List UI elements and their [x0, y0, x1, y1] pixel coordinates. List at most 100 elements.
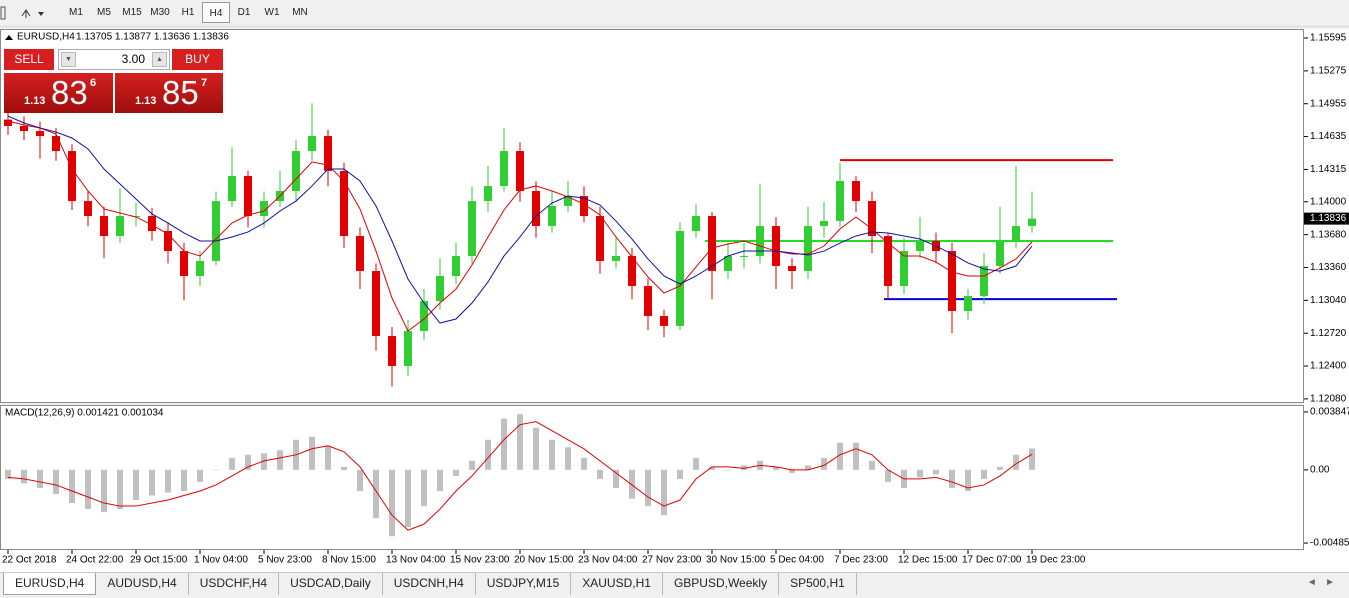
- chart-tab[interactable]: XAUUSD,H1: [571, 573, 663, 595]
- macd-bar: [373, 469, 379, 519]
- candle-body: [676, 231, 684, 326]
- macd-bar: [837, 442, 843, 470]
- period-button[interactable]: H1: [181, 7, 195, 18]
- time-axis: [0, 550, 1349, 572]
- candle-body: [212, 201, 220, 262]
- macd-plot: [0, 405, 1304, 550]
- period-button[interactable]: M1: [69, 7, 83, 18]
- period-button[interactable]: D1: [237, 7, 251, 18]
- period-buttons: M1 M5 M15 M30 H1 H4 D1 W1 MN: [62, 2, 314, 23]
- candle-body: [580, 196, 588, 217]
- candle-body: [564, 196, 572, 206]
- macd-bar: [661, 469, 667, 516]
- lot-input[interactable]: ▼ 3.00 ▲: [58, 49, 170, 70]
- x-tick-label: 1 Nov 04:00: [194, 555, 248, 566]
- period-button[interactable]: MN: [292, 7, 308, 18]
- y-tick-label: 1.13360: [1310, 262, 1347, 273]
- sell-button[interactable]: SELL: [4, 49, 54, 70]
- candle-body: [340, 170, 348, 237]
- chart-tab[interactable]: USDCNH,H4: [383, 573, 476, 595]
- candle-body: [388, 336, 396, 367]
- macd-bar: [501, 418, 507, 470]
- x-tick-label: 22 Oct 2018: [2, 555, 57, 566]
- macd-bar: [933, 469, 939, 475]
- macd-bar: [805, 465, 811, 470]
- macd-bar: [165, 469, 171, 493]
- ask-fraction: 7: [201, 77, 208, 89]
- period-button[interactable]: M5: [97, 7, 111, 18]
- macd-bar: [437, 469, 443, 491]
- macd-bar: [645, 469, 651, 507]
- chart-tab[interactable]: USDJPY,M15: [476, 573, 572, 595]
- y-tick-label: 1.14315: [1310, 164, 1347, 175]
- y-tick-label: 1.12080: [1310, 394, 1347, 405]
- candle-body: [20, 125, 28, 132]
- y-tick-label: 1.13040: [1310, 295, 1347, 306]
- lot-down[interactable]: ▼: [61, 52, 76, 67]
- macd-bar: [5, 469, 11, 479]
- chart-tab[interactable]: SP500,H1: [779, 573, 857, 595]
- macd-bar: [997, 466, 1003, 470]
- candle-body: [292, 151, 300, 191]
- x-tick-label: 8 Nov 15:00: [322, 555, 376, 566]
- x-tick-label: 20 Nov 15:00: [514, 555, 574, 566]
- candle-body: [52, 136, 60, 152]
- candle-body: [820, 220, 828, 226]
- macd-bar: [389, 469, 395, 537]
- ask-pips: 85: [162, 74, 199, 111]
- candle-body: [740, 255, 748, 257]
- chart-tab[interactable]: AUDUSD,H4: [96, 573, 189, 595]
- period-button[interactable]: W1: [264, 7, 280, 18]
- macd-bar: [1013, 454, 1019, 470]
- macd-bar: [1029, 448, 1035, 470]
- chart-tab[interactable]: USDCAD,Daily: [279, 573, 383, 595]
- symbol-title: EURUSD,H4: [17, 32, 75, 43]
- x-tick-label: 24 Oct 22:00: [66, 555, 124, 566]
- candle-body: [852, 181, 860, 202]
- macd-title: MACD(12,26,9) 0.001421 0.001034: [5, 408, 164, 419]
- y-tick-label: 1.15595: [1310, 33, 1347, 44]
- candle-body: [484, 186, 492, 202]
- candle-body: [788, 266, 796, 271]
- candle-body: [116, 216, 124, 237]
- macd-bar: [693, 457, 699, 470]
- candle-body: [4, 119, 12, 126]
- macd-bar: [789, 469, 795, 473]
- period-button[interactable]: H4: [202, 2, 230, 23]
- x-tick-label: 12 Dec 15:00: [898, 555, 958, 566]
- ask-quote[interactable]: 1.13 85 7: [115, 73, 223, 113]
- candle-body: [500, 151, 508, 187]
- candle-body: [148, 216, 156, 232]
- candle-body: [996, 240, 1004, 267]
- macd-bar: [69, 469, 75, 504]
- candle-body: [196, 261, 204, 276]
- chart-tab[interactable]: USDCHF,H4: [189, 573, 280, 595]
- icon[interactable]: [0, 6, 14, 20]
- x-tick-label: 7 Dec 23:00: [834, 555, 888, 566]
- candle-body: [68, 151, 76, 202]
- macd-bar: [741, 465, 747, 470]
- period-button[interactable]: M30: [150, 7, 170, 18]
- macd-bar: [853, 442, 859, 470]
- candle-body: [100, 216, 108, 237]
- tab-scroll[interactable]: ◄ ►: [1306, 577, 1335, 588]
- collapse-icon: [5, 35, 13, 40]
- candle-body: [916, 240, 924, 252]
- candle-body: [884, 236, 892, 287]
- macd-bar: [229, 457, 235, 470]
- candle-body: [244, 175, 252, 217]
- chart-tab[interactable]: GBPUSD,Weekly: [663, 573, 780, 595]
- crosshair-menu[interactable]: [20, 6, 46, 20]
- candle-body: [372, 270, 380, 337]
- buy-button[interactable]: BUY: [172, 49, 223, 70]
- candle-body: [692, 216, 700, 232]
- lot-up[interactable]: ▲: [152, 52, 167, 67]
- candle-body: [772, 225, 780, 267]
- bid-quote[interactable]: 1.13 83 6: [4, 73, 113, 113]
- macd-bar: [917, 469, 923, 478]
- candle-body: [436, 275, 444, 302]
- macd-bar: [709, 466, 715, 470]
- chart-tab[interactable]: EURUSD,H4: [3, 573, 97, 595]
- period-button[interactable]: M15: [122, 7, 142, 18]
- macd-bar: [261, 453, 267, 470]
